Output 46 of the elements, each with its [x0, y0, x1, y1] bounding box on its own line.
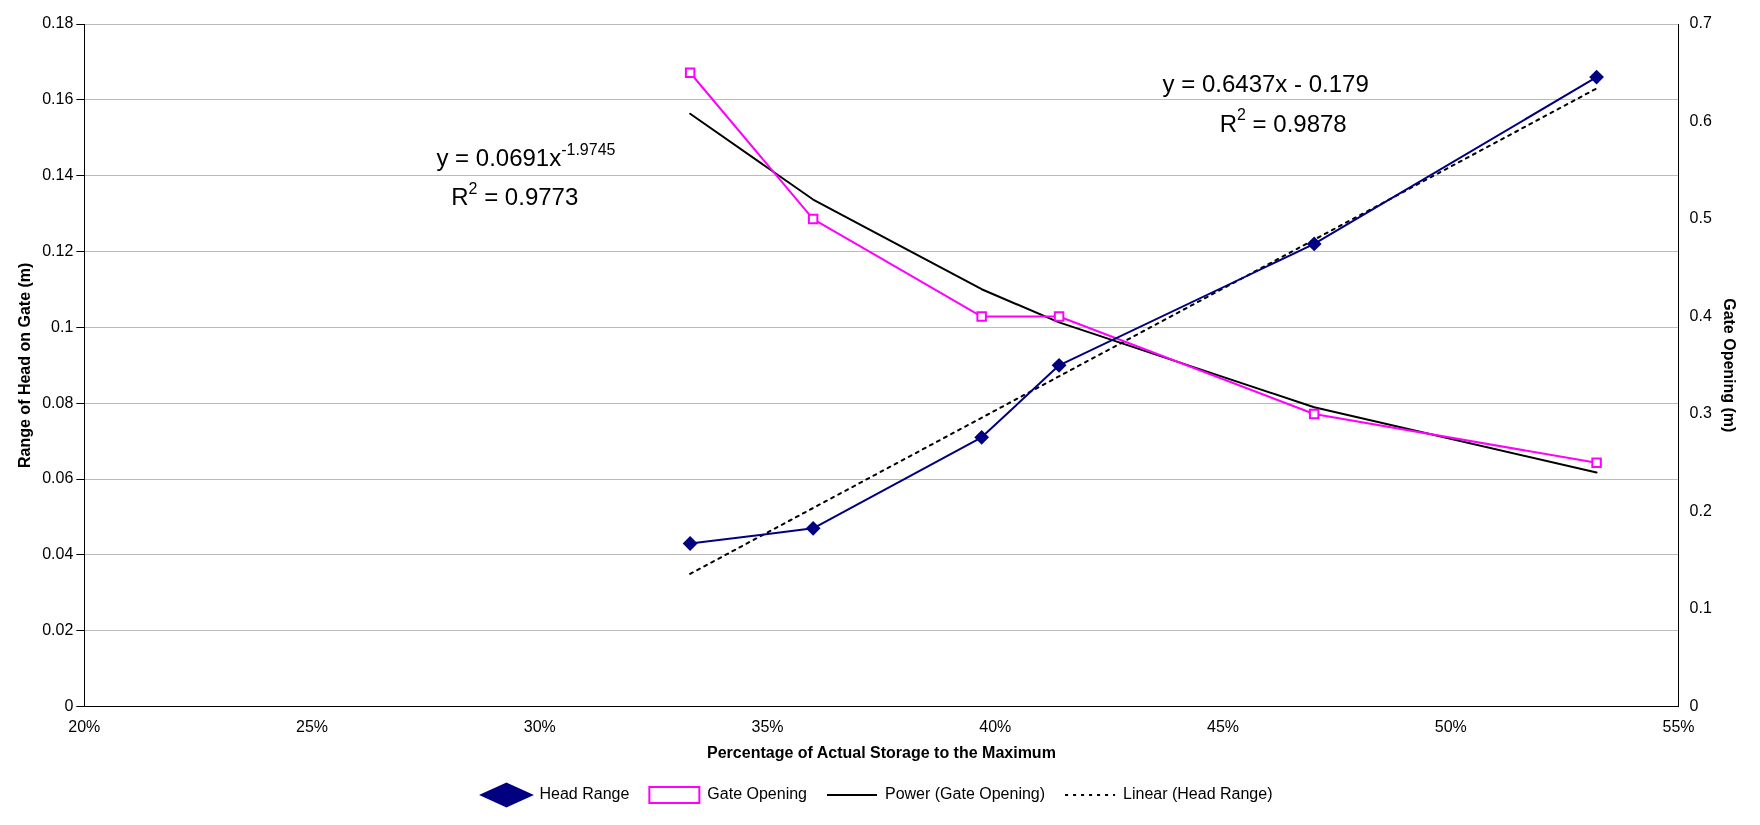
y-tick-label: 0.12 [42, 241, 74, 259]
y2-tick-label: 0.2 [1689, 501, 1712, 519]
point [683, 536, 698, 551]
x-tick-label: 25% [296, 717, 329, 735]
y-tick-label: 0.02 [42, 621, 74, 639]
point [1053, 311, 1065, 322]
y-tick-label: 0.14 [42, 166, 74, 184]
x-tick-label: 55% [1662, 717, 1695, 735]
y2-tick-label: 0.7 [1689, 14, 1712, 32]
y2-tick-label: 0 [1689, 697, 1699, 715]
legend-label: Gate Opening [707, 785, 807, 803]
point [974, 430, 989, 445]
point [1052, 358, 1067, 373]
point [1589, 70, 1604, 85]
y2-tick-label: 0.1 [1689, 599, 1712, 617]
y2-tick-label: 0.3 [1689, 404, 1712, 422]
x-tick-label: 20% [68, 717, 101, 735]
x-axis-title: Percentage of Actual Storage to the Maximum [707, 743, 1056, 761]
point [806, 521, 821, 536]
point [1591, 457, 1602, 469]
x-tick-label: 40% [979, 717, 1012, 735]
y-tick-label: 0.1 [51, 317, 74, 335]
y-tick-label: 0.18 [42, 14, 74, 32]
point [1308, 408, 1320, 420]
y-tick-label: 0 [64, 697, 74, 715]
point [1307, 236, 1322, 251]
y-tick-label: 0.16 [42, 90, 74, 108]
annotation: y = 0.6437x - 0.179 [1162, 70, 1369, 98]
y-axis-title: Range of Head on Gate (m) [16, 262, 34, 468]
legend-label: Head Range [539, 785, 630, 803]
y-tick-label: 0.08 [42, 393, 74, 411]
legend-label: Linear (Head Range) [1123, 785, 1273, 803]
legend-label: Power (Gate Opening) [884, 785, 1046, 803]
y2-tick-label: 0.4 [1689, 306, 1712, 324]
y2-tick-label: 0.5 [1689, 209, 1712, 227]
x-tick-label: 45% [1207, 717, 1240, 735]
x-tick-label: 35% [751, 717, 784, 735]
y2-axis-title: Gate Opening (m) [1720, 298, 1738, 433]
point [807, 213, 819, 225]
point [684, 67, 696, 78]
y-tick-label: 0.04 [42, 545, 74, 563]
y2-tick-label: 0.6 [1689, 111, 1712, 129]
point [976, 311, 987, 322]
y-tick-label: 0.06 [42, 469, 74, 487]
x-tick-label: 30% [523, 717, 556, 735]
x-tick-label: 50% [1434, 717, 1467, 735]
